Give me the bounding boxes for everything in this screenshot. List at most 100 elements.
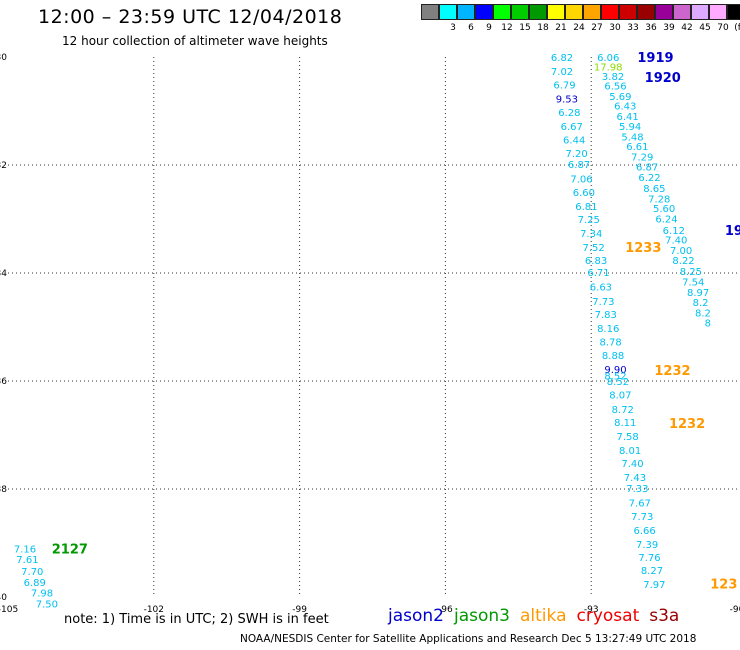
- swh-value-label: 5.94: [619, 122, 641, 133]
- swh-value-label: 7.33: [626, 484, 648, 495]
- swh-value-label: 7.67: [629, 499, 651, 510]
- time-label: 123: [710, 578, 737, 593]
- legend-swatch: [475, 4, 493, 20]
- satellite-label: altika: [520, 606, 567, 626]
- legend-label: 3: [450, 23, 456, 33]
- legend-label: 30: [609, 23, 621, 33]
- swh-value-label: 9.53: [556, 95, 578, 106]
- swh-value-label: 8.65: [643, 184, 665, 195]
- swh-value-label: 17.98: [594, 63, 623, 74]
- satellite-label: jason3: [454, 606, 510, 626]
- swh-value-label: 7.52: [582, 243, 604, 254]
- swh-value-label: 7.40: [665, 236, 687, 247]
- swh-value-label: 8: [705, 319, 711, 330]
- legend-label: 42: [681, 23, 693, 33]
- swh-value-label: 6.41: [617, 112, 639, 123]
- swh-value-label: 9.90: [604, 365, 626, 376]
- x-tick-label: -93: [584, 605, 599, 615]
- satellite-label: jason2: [388, 606, 444, 626]
- y-tick-label: -30: [0, 53, 7, 63]
- swh-value-label: 7.61: [16, 555, 38, 566]
- swh-value-label: 7.73: [592, 297, 614, 308]
- chart-title: 12:00 – 23:59 UTC 12/04/2018: [38, 6, 343, 28]
- swh-value-label: 7.58: [617, 432, 639, 443]
- swh-value-label: 8.25: [680, 267, 702, 278]
- legend-swatch: [655, 4, 673, 20]
- swh-value-label: 8.78: [600, 338, 622, 349]
- legend-label: 27: [591, 23, 603, 33]
- swh-value-label: 7.97: [643, 580, 665, 591]
- legend-label: 36: [645, 23, 657, 33]
- swh-value-label: 6.82: [551, 53, 573, 64]
- swh-value-label: 3.82: [602, 72, 624, 83]
- time-label: 1919: [637, 51, 673, 66]
- legend-swatch: [529, 4, 547, 20]
- swh-value-label: 7.54: [682, 278, 704, 289]
- swh-value-label: 6.67: [561, 122, 583, 133]
- swh-value-label: 6.81: [575, 202, 597, 213]
- legend-swatch: [511, 4, 529, 20]
- x-tick-label: -99: [292, 605, 307, 615]
- swh-value-label: 6.22: [638, 173, 660, 184]
- swh-value-label: 7.02: [551, 67, 573, 78]
- satellite-label: s3a: [649, 606, 680, 626]
- swh-value-label: 7.29: [631, 152, 653, 163]
- swh-value-label: 6.12: [663, 226, 685, 237]
- swh-value-label: 7.20: [565, 149, 587, 160]
- swh-value-label: 7.76: [638, 553, 660, 564]
- swh-value-label: 7.39: [636, 540, 658, 551]
- swh-value-label: 7.25: [578, 215, 600, 226]
- legend-label: 6: [468, 23, 474, 33]
- swh-value-label: 8.88: [602, 351, 624, 362]
- legend-label: 18: [537, 23, 549, 33]
- x-tick-label: -96: [438, 605, 453, 615]
- legend-label: 70: [717, 23, 729, 33]
- legend-swatch: [601, 4, 619, 20]
- swh-value-label: 7.40: [621, 459, 643, 470]
- legend-swatch: [727, 4, 740, 20]
- legend-label: 39: [663, 23, 675, 33]
- swh-value-label: 6.56: [604, 82, 626, 93]
- swh-value-label: 8.2: [693, 298, 709, 309]
- time-label: 2127: [52, 542, 88, 557]
- swh-value-label: 6.06: [597, 53, 619, 64]
- swh-value-label: 7.28: [648, 194, 670, 205]
- legend-swatch: [439, 4, 457, 20]
- legend-label: 15: [519, 23, 531, 33]
- footer-note: note: 1) Time is in UTC; 2) SWH is in fe…: [64, 612, 329, 627]
- swh-value-label: 8.52: [607, 377, 629, 388]
- legend-label: 24: [573, 23, 585, 33]
- legend-swatch: [565, 4, 583, 20]
- legend-label: 12: [501, 23, 513, 33]
- y-tick-label: -40: [0, 593, 7, 603]
- x-tick-label: -105: [0, 605, 18, 615]
- time-label: 1233: [625, 241, 661, 256]
- swh-value-label: 7.70: [21, 567, 43, 578]
- y-tick-label: -38: [0, 485, 7, 495]
- swh-value-label: 8.01: [619, 446, 641, 457]
- swh-value-label: 8.07: [609, 391, 631, 402]
- legend-swatch: [637, 4, 655, 20]
- swh-value-label: 8.52: [604, 372, 626, 383]
- x-tick-label: -102: [144, 605, 164, 615]
- legend-label: 45: [699, 23, 711, 33]
- swh-value-label: 8.16: [597, 324, 619, 335]
- time-label: 1920: [645, 71, 681, 86]
- legend-label: 9: [486, 23, 492, 33]
- swh-value-label: 8.2: [695, 308, 711, 319]
- swh-value-label: 5.48: [621, 132, 643, 143]
- swh-value-label: 8.22: [672, 256, 694, 267]
- swh-value-label: 7.00: [670, 246, 692, 257]
- swh-value-label: 6.87: [636, 163, 658, 174]
- swh-value-label: 6.71: [587, 268, 609, 279]
- legend-label: 21: [555, 23, 567, 33]
- legend-swatch: [457, 4, 475, 20]
- swh-value-label: 6.44: [563, 136, 585, 147]
- x-tick-label: -90: [730, 605, 740, 615]
- legend-swatch: [691, 4, 709, 20]
- swh-value-label: 6.63: [590, 283, 612, 294]
- satellite-legend: jason2 jason3 altika cryosat s3a: [388, 606, 689, 626]
- swh-value-label: 7.83: [595, 310, 617, 321]
- swh-value-label: 8.97: [687, 288, 709, 299]
